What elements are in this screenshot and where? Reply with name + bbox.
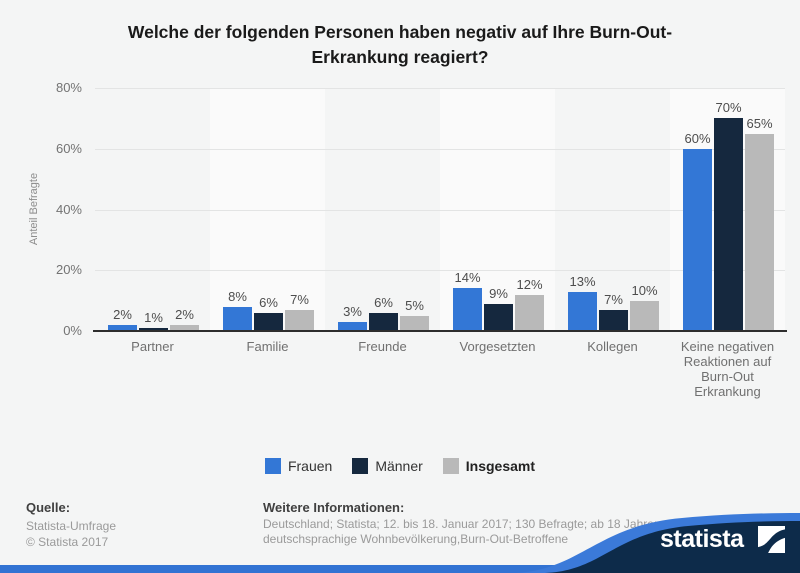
gridline-60 [95,148,785,150]
bar-value-label: 2% [175,307,194,322]
bar-insgesamt-5[interactable] [745,134,774,331]
statista-wordmark: statista [660,525,744,553]
legend-swatch [352,458,369,474]
legend-item-frauen[interactable]: Frauen [264,458,333,474]
bar-männer-0[interactable] [139,328,168,331]
bar-value-label: 6% [259,295,278,310]
plot-area: 2% 8% 3% 14% 13% 60% 1% 6% 6% 9% 7% 70% 2% 7% 5% 12% 10%… [93,88,787,332]
bar-value-label: 7% [604,292,623,307]
bar-männer-2[interactable] [369,313,398,331]
bar-männer-3[interactable] [484,304,513,331]
gridline-20 [95,270,785,272]
source-label: Quelle: [26,500,71,515]
source-line-1: Statista-Umfrage [26,519,117,533]
x-category-label-0: Partner [95,339,210,354]
x-category-text: Vorgesetzten [459,339,536,354]
x-category-label-4: Kollegen [555,339,670,354]
bar-value-label: 1% [144,310,163,325]
bar-männer-4[interactable] [599,310,628,331]
bar-value-label: 70% [715,100,742,115]
bar-value-label: 10% [631,283,658,298]
bar-insgesamt-2[interactable] [400,316,429,331]
bar-frauen-5[interactable] [683,149,712,331]
bar-value-label: 65% [746,116,773,131]
brand-swoosh [515,513,800,573]
x-axis-line [93,330,787,332]
bar-value-label: 9% [489,286,508,301]
chart-title: Welche der folgenden Personen haben nega… [127,22,673,68]
info-label: Weitere Informationen: [263,500,405,515]
y-tick-label: 0% [63,323,82,338]
x-category-label-2: Freunde [325,339,440,354]
x-category-text: Kollegen [587,339,638,354]
bar-insgesamt-1[interactable] [285,310,314,331]
x-category-label-3: Vorgesetzten [440,339,555,354]
bar-männer-5[interactable] [714,118,743,331]
bar-frauen-3[interactable] [453,288,482,331]
bar-frauen-4[interactable] [568,292,597,331]
legend-label: Insgesamt [465,458,536,474]
x-category-label-5: Keine negativen Reaktionen auf Burn-Out … [670,339,785,399]
legend: Frauen Männer Insgesamt [0,458,800,474]
bar-frauen-2[interactable] [338,322,367,331]
y-axis-ticks: 0% 20% 40% 60% 80% [36,80,88,338]
x-category-text: Familie [246,339,289,354]
legend-label: Frauen [287,458,333,474]
source-line-2: © Statista 2017 [26,535,109,549]
bar-value-label: 6% [374,295,393,310]
footer-source: Quelle: Statista-Umfrage © Statista 2017 [26,500,116,550]
bar-value-label: 13% [569,274,596,289]
statista-logo-icon [758,526,785,553]
bar-value-label: 8% [228,289,247,304]
legend-item-männer[interactable]: Männer [352,458,423,474]
bar-value-label: 12% [516,277,543,292]
bar-männer-1[interactable] [254,313,283,331]
bar-value-label: 14% [454,270,481,285]
x-category-text: Partner [131,339,174,354]
bar-frauen-1[interactable] [223,307,252,331]
legend-label: Männer [375,458,423,474]
x-category-text: Keine negativen Reaktionen auf Burn-Out … [680,339,775,399]
bottom-accent-bar [0,565,800,573]
gridline-40 [95,209,785,211]
swoosh-navy-shape [545,521,800,573]
bar-insgesamt-3[interactable] [515,295,544,331]
legend-swatch [442,458,459,474]
legend-item-insgesamt[interactable]: Insgesamt [442,458,536,474]
x-category-text: Freunde [358,339,407,354]
bar-value-label: 3% [343,304,362,319]
bar-value-label: 2% [113,307,132,322]
y-tick-label: 60% [55,140,82,156]
legend-swatch [264,458,281,474]
y-tick-label: 20% [55,262,82,278]
bar-insgesamt-4[interactable] [630,301,659,331]
x-category-label-1: Familie [210,339,325,354]
y-tick-label: 40% [55,201,82,217]
info-text: Deutschland; Statista; 12. bis 18. Janua… [263,517,658,546]
bar-value-label: 7% [290,292,309,307]
y-tick-label: 80% [55,80,82,95]
bar-value-label: 5% [405,298,424,313]
bar-value-label: 60% [684,131,711,146]
gridline-80 [95,88,785,89]
bar-frauen-0[interactable] [108,325,137,331]
footer-info: Weitere Informationen: Deutschland; Stat… [263,500,665,547]
bar-insgesamt-0[interactable] [170,325,199,331]
